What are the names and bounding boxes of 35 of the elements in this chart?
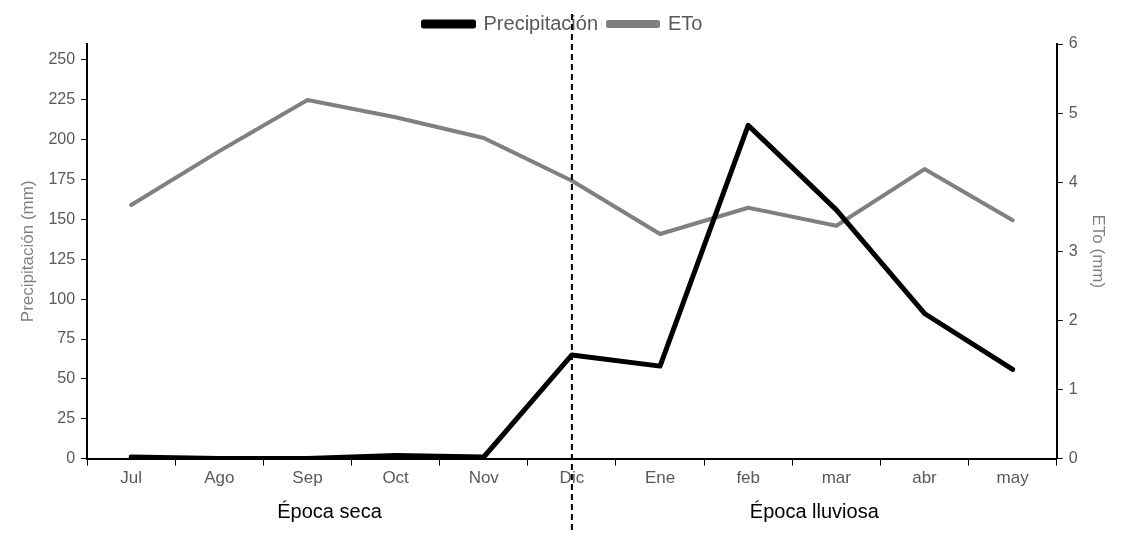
y2-tick-label: 0 [1068,449,1078,467]
legend-label: ETo [668,11,703,34]
x-tick-label: Ago [204,468,235,488]
y2-tick-label: 4 [1068,172,1078,190]
y-axis-title: Precipitación (mm) [17,180,37,323]
y2-tick-label: 1 [1068,379,1078,397]
y-tick-label: 125 [48,249,76,267]
y-tick-label: 250 [48,50,76,68]
y-tick-label: 25 [57,409,76,427]
legend-label: Precipitación [483,11,599,34]
y-tick-label: 50 [57,369,76,387]
y2-tick-label: 3 [1068,241,1078,259]
text: Época seca [277,499,383,522]
y-tick-label: 225 [48,90,76,108]
x-tick-label: Jul [120,468,143,488]
x-tick-label: Dic [559,468,585,488]
x-tick-label: abr [912,468,938,488]
y2-tick-label: 5 [1068,103,1078,121]
x-tick-label: feb [736,468,761,488]
x-tick-label: mar [821,468,852,488]
x-tick-label: Nov [468,468,500,488]
y-tick-label: 175 [48,169,76,187]
y2-axis-title: ETo (mm) [1089,214,1109,289]
y-tick-label: 150 [48,209,76,227]
y2-tick-label: 2 [1068,310,1078,328]
x-tick-label: Ene [644,468,676,488]
y2-tick-label: 6 [1068,34,1078,52]
y-tick-label: 200 [48,130,76,148]
y-tick-label: 75 [57,329,76,347]
x-tick-label: Sep [292,468,323,488]
x-tick-label: may [996,468,1030,488]
text: Época lluviosa [749,499,880,522]
y-tick-label: 0 [66,449,76,467]
x-tick-label: Oct [382,468,410,488]
y-tick-label: 100 [48,289,76,307]
